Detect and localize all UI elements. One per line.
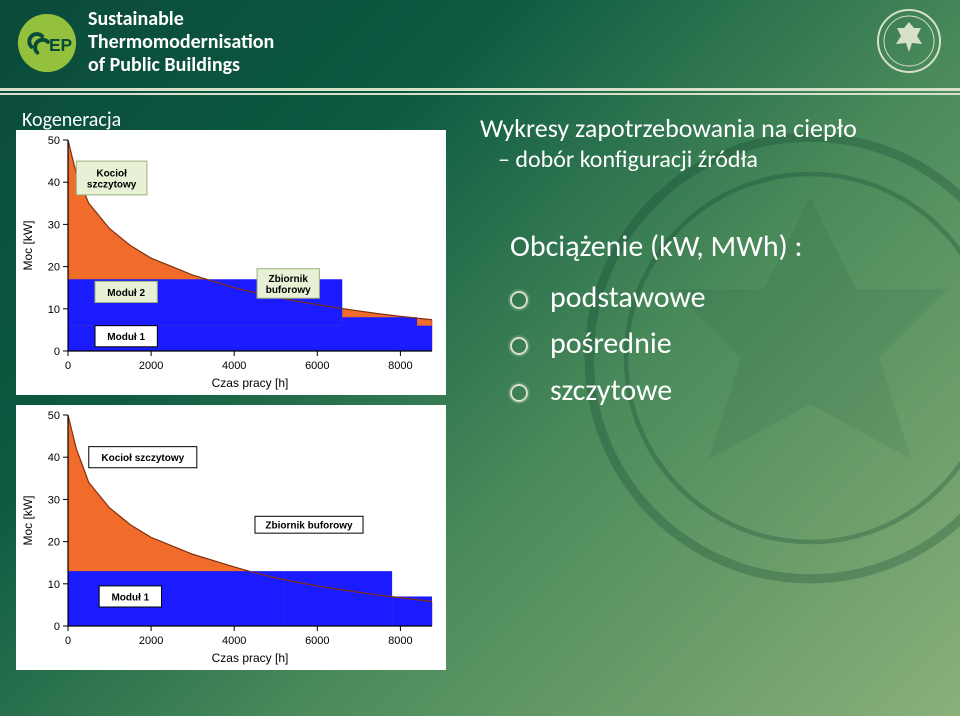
load-list: podstawowe pośrednie szczytowe [480,275,940,415]
svg-text:0: 0 [54,621,60,633]
svg-text:4000: 4000 [222,360,246,372]
svg-text:EP: EP [49,34,73,54]
svg-text:Moc [kW]: Moc [kW] [21,221,35,271]
list-item: pośrednie [480,321,940,368]
svg-text:buforowy: buforowy [266,285,311,296]
list-item: podstawowe [480,275,940,322]
kogeneracja-chart: 0 2000 4000 6000 8000 0 10 20 30 40 50 Czas pracy [… [16,130,446,395]
svg-text:40: 40 [48,452,60,464]
university-crest-icon [876,8,942,74]
svg-text:Kocioł szczytowy: Kocioł szczytowy [101,453,184,464]
svg-text:Czas pracy [h]: Czas pracy [h] [212,376,289,390]
svg-text:0: 0 [65,635,71,647]
svg-text:6000: 6000 [305,635,329,647]
svg-text:50: 50 [48,135,60,147]
svg-text:40: 40 [48,177,60,189]
header-line1: Sustainable [88,8,274,31]
svg-text:Moc [kW]: Moc [kW] [21,496,35,546]
svg-text:Moduł 1: Moduł 1 [111,592,149,603]
step-logo-icon: EP [16,12,78,74]
svg-text:Zbiornik buforowy: Zbiornik buforowy [265,521,353,532]
trigeneracja-chart: 0 2000 4000 6000 8000 0 10 20 30 40 50 Czas pracy [… [16,405,446,670]
svg-text:Kocioł: Kocioł [96,168,127,179]
header-line3: of Public Buildings [88,54,274,77]
svg-text:0: 0 [65,360,71,372]
svg-text:8000: 8000 [388,635,412,647]
svg-text:Moduł 1: Moduł 1 [107,332,145,343]
svg-text:Czas pracy [h]: Czas pracy [h] [212,651,289,665]
svg-text:2000: 2000 [139,360,163,372]
load-heading: Obciążenie (kW, MWh) : [510,228,940,265]
svg-text:50: 50 [48,410,60,422]
svg-text:4000: 4000 [222,635,246,647]
svg-text:2000: 2000 [139,635,163,647]
header-divider [0,88,960,95]
svg-text:10: 10 [48,304,60,316]
list-item: szczytowe [480,368,940,415]
svg-text:30: 30 [48,494,60,506]
header: EP Sustainable Thermomodernisation of Pu… [16,8,274,77]
svg-text:0: 0 [54,346,60,358]
svg-text:Moduł 2: Moduł 2 [107,288,145,299]
svg-text:30: 30 [48,219,60,231]
svg-text:20: 20 [48,262,60,274]
svg-text:Zbiornik: Zbiornik [269,274,309,285]
right-subtitle: – dobór konfiguracji źródła [498,145,940,174]
svg-text:8000: 8000 [388,360,412,372]
svg-text:10: 10 [48,579,60,591]
svg-text:6000: 6000 [305,360,329,372]
svg-text:20: 20 [48,537,60,549]
right-column: Wykresy zapotrzebowania na ciepło – dobó… [480,112,940,414]
svg-text:szczytowy: szczytowy [87,179,137,190]
right-title: Wykresy zapotrzebowania na ciepło [480,112,940,145]
chart1-title: Kogeneracja [22,108,121,132]
header-line2: Thermomodernisation [88,31,274,54]
